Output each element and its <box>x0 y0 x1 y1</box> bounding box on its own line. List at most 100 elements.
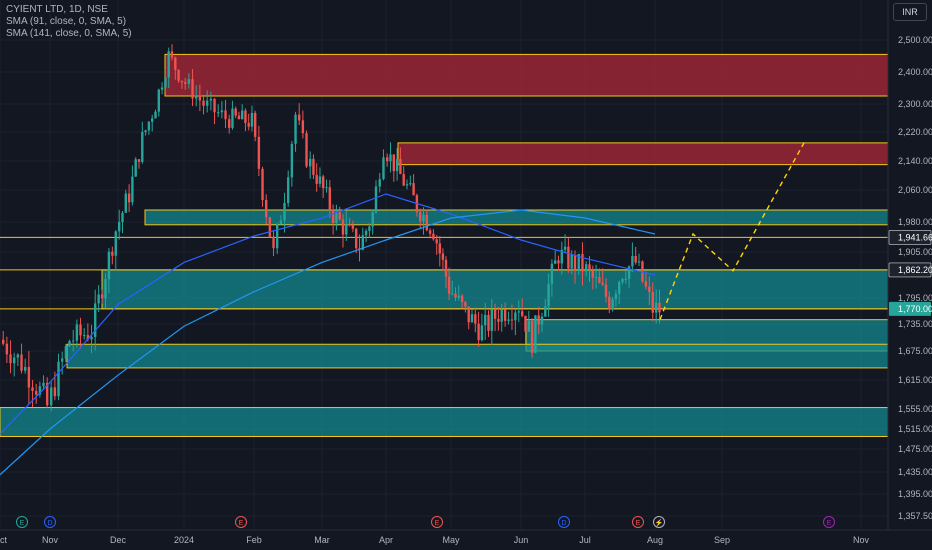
candle-body <box>402 173 405 186</box>
candle-body <box>460 295 464 303</box>
time-axis-tick: Nov <box>853 535 870 545</box>
candle-body <box>547 283 550 307</box>
candle-body <box>550 263 554 284</box>
candle-body <box>213 98 216 113</box>
candle-body <box>341 219 345 235</box>
event-marker-label: E <box>239 520 244 527</box>
candle-body <box>97 294 100 304</box>
event-marker-label: E <box>827 520 832 527</box>
candle-body <box>534 315 537 353</box>
candle-body <box>53 387 57 397</box>
candle-body <box>419 212 422 222</box>
candle-body <box>46 382 49 406</box>
candle-body <box>309 158 312 167</box>
candle-body <box>124 193 127 213</box>
candle-body <box>422 214 425 222</box>
price-axis-tick: 1,675.00 <box>898 346 932 356</box>
candle-body <box>563 246 567 250</box>
time-axis-tick: Mar <box>314 535 330 545</box>
candle-body <box>157 89 160 112</box>
candle-body <box>244 110 247 123</box>
time-axis-tick: Nov <box>42 535 59 545</box>
candle-body <box>493 309 497 319</box>
candle-body <box>322 176 325 189</box>
sma91-legend: SMA (91, close, 0, SMA, 5) <box>6 16 127 27</box>
candle-body <box>191 79 194 99</box>
candle-body <box>470 314 474 323</box>
candle-body <box>490 309 493 331</box>
candle-body <box>364 230 368 236</box>
candle-body <box>261 168 264 200</box>
candle-body <box>184 82 187 84</box>
candle-body <box>658 302 661 313</box>
projection-path <box>659 138 807 320</box>
time-axis-tick: Feb <box>246 535 262 545</box>
candle-body <box>557 260 560 264</box>
candle-body <box>164 77 167 88</box>
candle-body <box>651 292 654 313</box>
candle-body <box>180 80 184 83</box>
candle-body <box>631 256 634 267</box>
zone-support <box>101 269 889 310</box>
candle-body <box>581 253 584 272</box>
candle-body <box>451 293 454 295</box>
chart-legend: CYIENT LTD, 1D, NSE SMA (91, close, 0, S… <box>6 4 132 40</box>
candle-body <box>279 220 283 225</box>
candle-body <box>318 176 322 184</box>
candle-body <box>447 276 451 294</box>
candle-body <box>441 253 445 260</box>
candle-body <box>61 358 64 362</box>
event-marker-d <box>558 516 570 528</box>
candle-body <box>351 225 355 229</box>
candle-body <box>16 354 20 358</box>
candle-body <box>247 122 250 127</box>
candle-body <box>517 311 520 313</box>
event-marker-label: E <box>435 520 440 527</box>
candle-body <box>9 354 12 364</box>
price-axis-tick: 2,140.00 <box>898 156 932 166</box>
candle-body <box>250 112 254 127</box>
candle-body <box>121 212 124 223</box>
candle-body <box>331 209 335 224</box>
event-marker-e <box>431 516 443 528</box>
candle-body <box>265 199 268 218</box>
candle-body <box>94 303 97 337</box>
candle-body <box>467 306 470 323</box>
candle-body <box>104 279 107 299</box>
candle-body <box>480 325 484 341</box>
candle-body <box>386 157 389 162</box>
candle-body <box>641 261 644 282</box>
candle-body <box>328 187 331 210</box>
candle-body <box>435 239 438 244</box>
candle-body <box>79 324 82 336</box>
candle-body <box>283 202 286 221</box>
candle-body <box>325 187 328 189</box>
price-axis-tick: 1,615.00 <box>898 375 932 385</box>
candle-body <box>514 312 517 321</box>
sma141-line <box>0 209 656 476</box>
candle-body <box>50 387 53 406</box>
candle-body <box>257 136 261 169</box>
candle-body <box>477 323 480 341</box>
candle-body <box>234 108 237 116</box>
event-marker-split <box>653 516 665 528</box>
candle-body <box>154 111 157 119</box>
candle-body <box>290 143 294 178</box>
time-axis-tick: Oct <box>0 535 7 545</box>
candle-body <box>567 246 570 269</box>
candle-body <box>382 157 385 180</box>
sma141-legend: SMA (141, close, 0, SMA, 5) <box>6 28 132 39</box>
time-axis-tick: Jun <box>514 535 529 545</box>
candle-body <box>395 158 399 172</box>
zone-support <box>144 209 889 226</box>
candle-body <box>464 302 467 307</box>
price-axis-tick: 2,400.00 <box>898 67 932 77</box>
currency-button[interactable]: INR <box>893 3 927 21</box>
time-axis-tick: Aug <box>647 535 663 545</box>
candle-body <box>160 87 164 90</box>
candle-body <box>338 212 341 220</box>
candle-body <box>114 231 117 256</box>
candle-body <box>355 228 358 249</box>
event-marker-d <box>44 516 56 528</box>
